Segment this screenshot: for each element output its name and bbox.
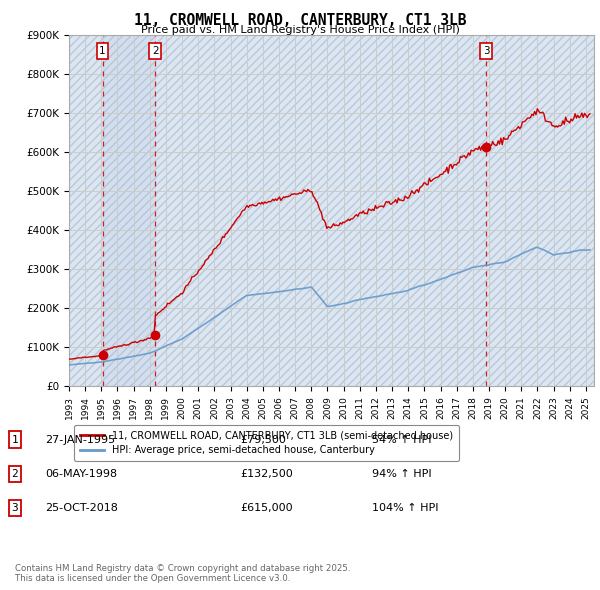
Text: 54% ↑ HPI: 54% ↑ HPI [372,435,431,444]
Bar [69,35,594,386]
Text: £615,000: £615,000 [240,503,293,513]
Text: Contains HM Land Registry data © Crown copyright and database right 2025.
This d: Contains HM Land Registry data © Crown c… [15,563,350,583]
Text: 94% ↑ HPI: 94% ↑ HPI [372,469,431,478]
Text: 2: 2 [11,469,19,478]
Text: 1: 1 [11,435,19,444]
Text: 3: 3 [11,503,19,513]
Text: £79,500: £79,500 [240,435,286,444]
Text: 25-OCT-2018: 25-OCT-2018 [45,503,118,513]
Text: 11, CROMWELL ROAD, CANTERBURY, CT1 3LB: 11, CROMWELL ROAD, CANTERBURY, CT1 3LB [134,13,466,28]
Text: 3: 3 [482,46,490,56]
Text: 2: 2 [152,46,158,56]
Bar [103,35,155,386]
Text: 1: 1 [99,46,106,56]
Text: 104% ↑ HPI: 104% ↑ HPI [372,503,439,513]
Text: Price paid vs. HM Land Registry's House Price Index (HPI): Price paid vs. HM Land Registry's House … [140,25,460,35]
Text: 06-MAY-1998: 06-MAY-1998 [45,469,117,478]
Text: 27-JAN-1995: 27-JAN-1995 [45,435,115,444]
Text: £132,500: £132,500 [240,469,293,478]
Legend: 11, CROMWELL ROAD, CANTERBURY, CT1 3LB (semi-detached house), HPI: Average price: 11, CROMWELL ROAD, CANTERBURY, CT1 3LB (… [74,425,459,461]
